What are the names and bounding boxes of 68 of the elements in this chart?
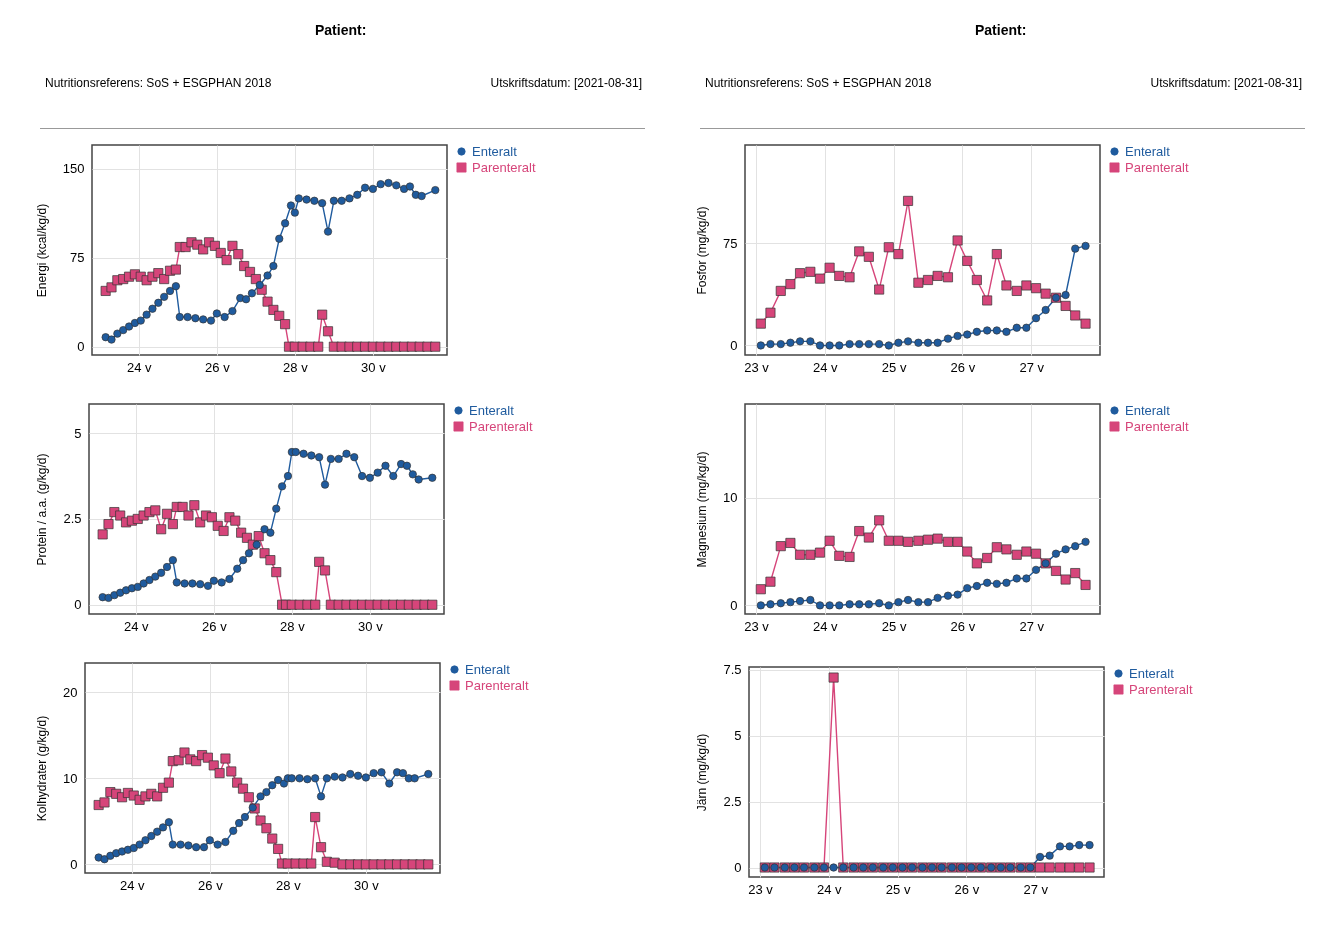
x-tick-label: 27 v bbox=[1023, 881, 1049, 897]
legend-label: Parenteralt bbox=[469, 418, 533, 434]
legend-label: Parenteralt bbox=[1129, 681, 1193, 697]
x-tick-label: 23 v bbox=[744, 618, 770, 634]
text: Utskriftsdatum: [2021-08-31] bbox=[490, 76, 642, 90]
y-tick-label: 75 bbox=[70, 250, 85, 266]
y-tick-label: 0 bbox=[730, 597, 738, 613]
legend-label: Parenteralt bbox=[1125, 418, 1189, 434]
text: Utskriftsdatum: [2021-08-31] bbox=[1150, 76, 1302, 90]
y-tick-label: 0 bbox=[730, 337, 738, 353]
x-tick-label: 26 v bbox=[202, 618, 228, 634]
x-tick-label: 27 v bbox=[1019, 359, 1045, 375]
legend-label: Enteralt bbox=[1129, 665, 1175, 681]
legend-label: Parenteralt bbox=[472, 159, 536, 175]
y-tick-label: 2.5 bbox=[63, 511, 82, 527]
x-tick-label: 24 v bbox=[813, 359, 839, 375]
x-tick-label: 26 v bbox=[950, 618, 976, 634]
x-tick-label: 30 v bbox=[358, 618, 384, 634]
y-tick-label: 10 bbox=[63, 770, 78, 786]
x-tick-label: 24 v bbox=[127, 359, 153, 375]
legend-label: Parenteralt bbox=[465, 677, 529, 693]
x-tick-label: 24 v bbox=[120, 877, 146, 893]
legend-label: Enteralt bbox=[465, 661, 511, 677]
x-tick-label: 23 v bbox=[744, 359, 770, 375]
y-tick-label: 5 bbox=[74, 425, 82, 441]
y-tick-label: 20 bbox=[63, 684, 78, 700]
y-axis-title: Energi (kcal/kg/d) bbox=[34, 203, 49, 298]
y-axis-title: Järn (mg/kg/d) bbox=[695, 733, 710, 812]
y-tick-label: 75 bbox=[723, 235, 738, 251]
x-tick-label: 30 v bbox=[354, 877, 380, 893]
x-tick-label: 27 v bbox=[1019, 618, 1045, 634]
legend-label: Enteralt bbox=[469, 402, 515, 418]
text: Patient: bbox=[975, 22, 1027, 38]
y-tick-label: 150 bbox=[62, 161, 85, 177]
x-tick-label: 28 v bbox=[283, 359, 309, 375]
legend-label: Enteralt bbox=[1125, 143, 1171, 159]
y-axis-title: Fosfor (mg/kg/d) bbox=[695, 206, 710, 295]
y-axis-title: Protein / a.a. (g/kg/d) bbox=[35, 453, 50, 566]
text: Nutritionsreferens: SoS + ESGPHAN 2018 bbox=[45, 76, 272, 90]
x-tick-label: 23 v bbox=[748, 881, 774, 897]
x-tick-label: 30 v bbox=[361, 359, 387, 375]
y-tick-label: 2.5 bbox=[723, 794, 742, 810]
x-tick-label: 24 v bbox=[817, 881, 843, 897]
x-tick-label: 26 v bbox=[205, 359, 231, 375]
y-axis-title: Kolhydrater (g/kg/d) bbox=[35, 715, 50, 822]
x-tick-label: 24 v bbox=[813, 618, 839, 634]
x-tick-label: 25 v bbox=[881, 359, 907, 375]
text: Patient: bbox=[315, 22, 367, 38]
y-tick-label: 10 bbox=[723, 490, 738, 506]
y-axis-title: Magnesium (mg/kg/d) bbox=[695, 451, 710, 568]
y-tick-label: 0 bbox=[734, 860, 742, 875]
x-tick-label: 25 v bbox=[881, 618, 907, 634]
y-tick-label: 0 bbox=[70, 856, 78, 872]
legend-label: Enteralt bbox=[1125, 402, 1171, 418]
x-tick-label: 26 v bbox=[950, 359, 976, 375]
text: Nutritionsreferens: SoS + ESGPHAN 2018 bbox=[705, 76, 932, 90]
x-tick-label: 24 v bbox=[124, 618, 150, 634]
legend-label: Enteralt bbox=[472, 143, 518, 159]
x-tick-label: 28 v bbox=[276, 877, 302, 893]
x-tick-label: 25 v bbox=[885, 881, 911, 897]
y-tick-label: 7.5 bbox=[723, 662, 742, 678]
x-tick-label: 26 v bbox=[198, 877, 224, 893]
y-tick-label: 5 bbox=[734, 728, 742, 744]
x-tick-label: 28 v bbox=[280, 618, 306, 634]
y-tick-label: 0 bbox=[77, 339, 85, 355]
y-tick-label: 0 bbox=[74, 597, 82, 613]
legend-label: Parenteralt bbox=[1125, 159, 1189, 175]
x-tick-label: 26 v bbox=[954, 881, 980, 897]
